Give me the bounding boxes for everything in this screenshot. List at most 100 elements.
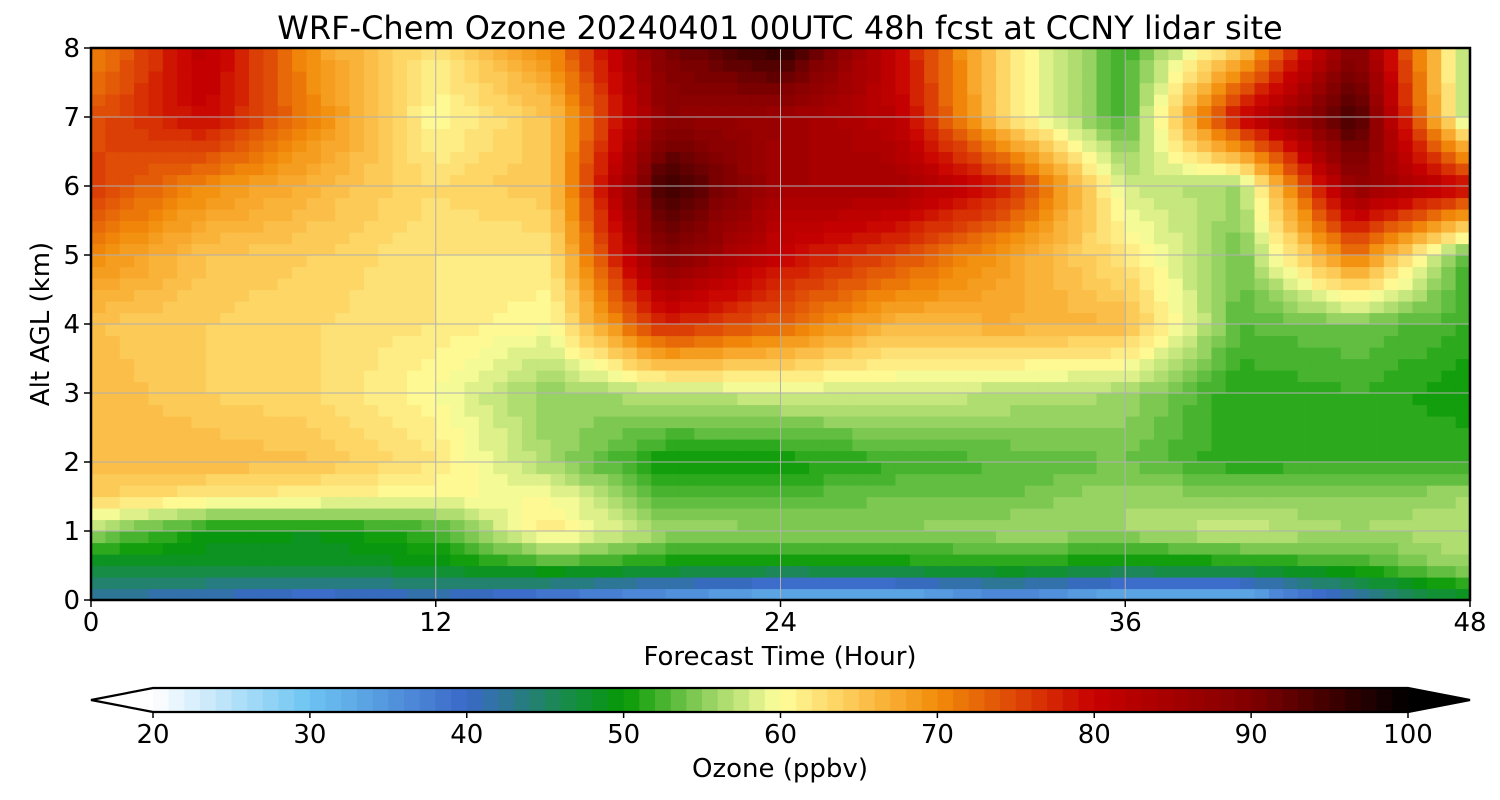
heatmap-cell <box>450 163 466 176</box>
heatmap-cell <box>1240 266 1256 279</box>
heatmap-cell <box>1110 347 1126 360</box>
heatmap-cell <box>277 496 293 509</box>
heatmap-cell <box>1125 542 1141 555</box>
heatmap-cell <box>1383 301 1399 314</box>
heatmap-cell <box>1254 301 1270 314</box>
heatmap-cell <box>148 588 164 601</box>
heatmap-cell <box>1096 128 1112 141</box>
heatmap-cell <box>234 82 250 95</box>
heatmap-cell <box>1383 266 1399 279</box>
heatmap-cell <box>967 105 983 118</box>
heatmap-cell <box>1340 358 1356 371</box>
heatmap-cell <box>837 496 853 509</box>
heatmap-cell <box>1383 542 1399 555</box>
heatmap-cell <box>349 347 365 360</box>
heatmap-cell <box>679 301 695 314</box>
heatmap-cell <box>1139 381 1155 394</box>
heatmap-cell <box>881 140 897 153</box>
heatmap-cell <box>852 462 868 475</box>
heatmap-cell <box>809 404 825 417</box>
heatmap-cell <box>1455 301 1471 314</box>
heatmap-cell <box>1441 358 1457 371</box>
heatmap-cell <box>1268 427 1284 440</box>
heatmap-cell <box>177 450 193 463</box>
heatmap-cell <box>392 209 408 222</box>
heatmap-cell <box>493 209 509 222</box>
heatmap-cell <box>608 393 624 406</box>
heatmap-cell <box>981 588 997 601</box>
heatmap-cell <box>1383 140 1399 153</box>
heatmap-cell <box>521 531 537 544</box>
heatmap-cell <box>407 347 422 360</box>
heatmap-cell <box>550 186 566 199</box>
heatmap-cell <box>536 117 552 130</box>
heatmap-cell <box>521 473 537 486</box>
heatmap-cell <box>1024 450 1040 463</box>
heatmap-cell <box>119 588 135 601</box>
heatmap-cell <box>837 565 853 578</box>
heatmap-cell <box>1441 232 1457 245</box>
heatmap-cell <box>1383 531 1399 544</box>
heatmap-cell <box>723 209 738 222</box>
heatmap-cell <box>220 220 236 233</box>
heatmap-cell <box>1211 588 1227 601</box>
heatmap-cell <box>105 404 121 417</box>
heatmap-cell <box>1096 174 1112 187</box>
heatmap-cell <box>1455 105 1471 118</box>
heatmap-cell <box>1398 370 1414 383</box>
heatmap-cell <box>766 324 782 337</box>
heatmap-cell <box>407 335 422 348</box>
heatmap-cell <box>924 358 940 371</box>
heatmap-cell <box>335 519 351 532</box>
heatmap-cell <box>565 531 580 544</box>
heatmap-cell <box>478 140 494 153</box>
heatmap-cell <box>1326 508 1342 521</box>
heatmap-cell <box>220 312 236 325</box>
heatmap-cell <box>191 416 207 429</box>
heatmap-cell <box>191 404 207 417</box>
heatmap-cell <box>421 289 437 302</box>
heatmap-cell <box>1311 485 1327 498</box>
heatmap-cell <box>852 577 868 590</box>
heatmap-cell <box>1197 358 1213 371</box>
heatmap-cell <box>909 232 925 245</box>
heatmap-cell <box>450 439 466 452</box>
heatmap-cell <box>981 531 997 544</box>
heatmap-cell <box>723 117 738 130</box>
heatmap-cell <box>1268 105 1284 118</box>
heatmap-cell <box>1182 508 1198 521</box>
heatmap-cell <box>1225 117 1241 130</box>
heatmap-cell <box>148 128 164 141</box>
heatmap-cell <box>1240 232 1256 245</box>
heatmap-cell <box>737 197 753 210</box>
heatmap-cell <box>507 588 523 601</box>
heatmap-cell <box>708 462 724 475</box>
heatmap-cell <box>1053 496 1069 509</box>
heatmap-cell <box>507 255 523 268</box>
heatmap-cell <box>335 416 351 429</box>
heatmap-cell <box>263 473 279 486</box>
heatmap-cell <box>220 278 236 291</box>
heatmap-cell <box>1168 48 1184 61</box>
heatmap-cell <box>938 508 954 521</box>
heatmap-cell <box>1441 370 1457 383</box>
x-tick-label: 0 <box>83 608 100 638</box>
heatmap-cell <box>952 266 968 279</box>
heatmap-cell <box>1297 462 1313 475</box>
heatmap-cell <box>191 358 207 371</box>
heatmap-cell <box>780 59 796 72</box>
heatmap-cell <box>450 577 466 590</box>
heatmap-cell <box>952 117 968 130</box>
heatmap-cell <box>1326 381 1342 394</box>
heatmap-cell <box>1010 439 1026 452</box>
heatmap-cell <box>435 439 451 452</box>
heatmap-cell <box>320 427 336 440</box>
heatmap-cell <box>1268 71 1284 84</box>
heatmap-cell <box>1153 220 1169 233</box>
heatmap-cell <box>220 174 236 187</box>
heatmap-cell <box>1426 381 1442 394</box>
heatmap-cell <box>349 174 365 187</box>
heatmap-cell <box>995 59 1011 72</box>
heatmap-cell <box>679 531 695 544</box>
heatmap-cell <box>1110 370 1126 383</box>
